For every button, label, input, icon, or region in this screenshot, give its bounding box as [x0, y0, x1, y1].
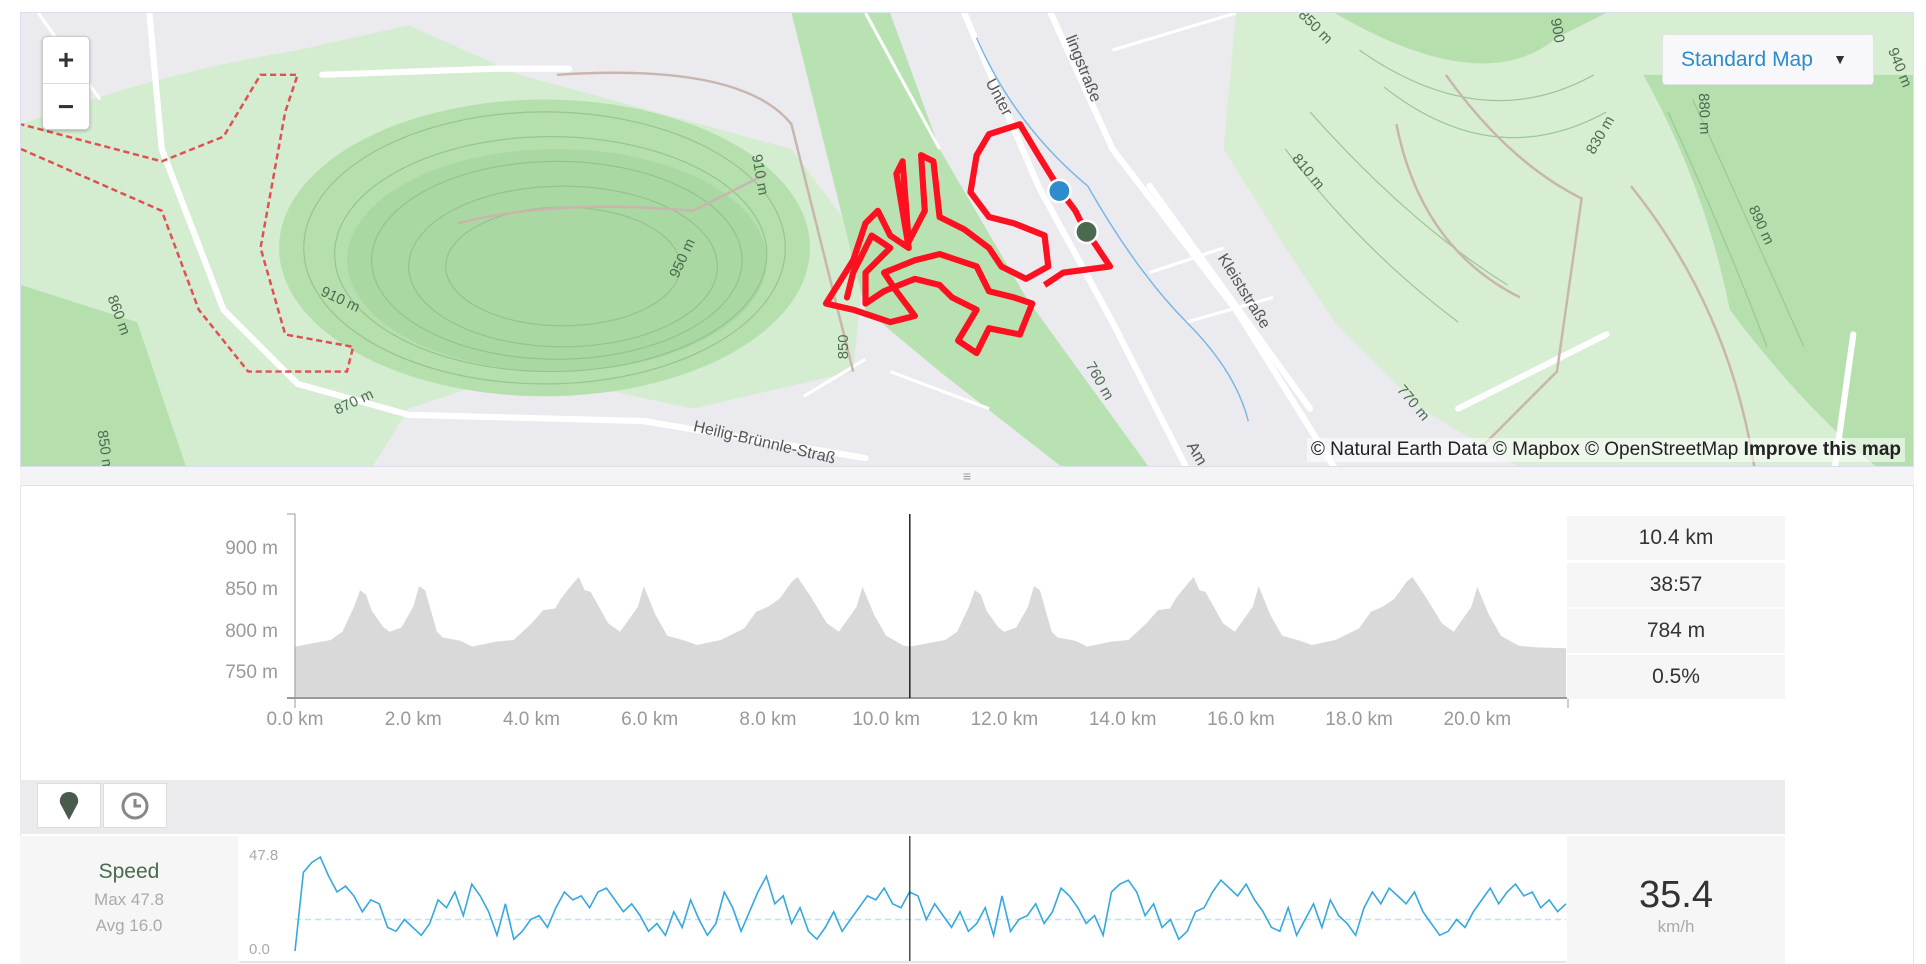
axis-band [20, 780, 1785, 834]
current-speed-unit: km/h [1657, 917, 1695, 936]
route-line [1042, 231, 1114, 288]
map[interactable]: Unter lingstraße Kleiststraße Heilig-Brü… [20, 12, 1914, 467]
map-attribution: © Natural Earth Data © Mapbox © OpenStre… [1306, 438, 1905, 462]
stat-time: 38:57 [1567, 563, 1785, 607]
start-marker[interactable] [1047, 178, 1072, 204]
speed-avg: Avg 16.0 [95, 916, 163, 935]
y-tick-label: 900 m [225, 537, 278, 559]
x-tick-label: 2.0 km [384, 709, 442, 730]
y-tick-label: 0.0 [249, 941, 270, 958]
x-tick-label: 4.0 km [502, 709, 560, 730]
speed-summary[interactable]: Speed Max 47.8 Avg 16.0 [20, 836, 238, 964]
contour-label: 900 [1547, 17, 1567, 44]
current-speed: 35.4 km/h [1567, 836, 1785, 964]
divider [20, 485, 21, 964]
contour-label: 910 m [748, 153, 771, 196]
contour-label: 850 m [94, 429, 116, 467]
speed-plot-area [239, 836, 1568, 963]
y-tick-label: 850 m [225, 579, 278, 601]
map-pin-icon [59, 791, 79, 820]
resize-handle[interactable]: ≡ [20, 467, 1914, 486]
zoom-out-button[interactable]: − [43, 83, 89, 130]
y-tick-label: 750 m [225, 662, 278, 684]
improve-map-link[interactable]: Improve this map [1743, 439, 1901, 460]
stat-distance: 10.4 km [1567, 516, 1785, 560]
clock-icon [121, 792, 149, 819]
stat-grade: 0.5% [1567, 655, 1785, 699]
x-tick-label: 18.0 km [1325, 709, 1393, 730]
map-style-label: Standard Map [1681, 48, 1813, 71]
x-tick-label: 20.0 km [1443, 709, 1512, 730]
time-mode-button[interactable] [103, 783, 167, 828]
y-tick-label: 47.8 [249, 847, 279, 864]
zoom-control: + − [42, 36, 90, 130]
x-tick-label: 0.0 km [266, 709, 324, 730]
end-marker[interactable] [1074, 219, 1099, 245]
contour-label: 880 m [1695, 93, 1712, 135]
attribution-text: © Natural Earth Data © Mapbox © OpenStre… [1310, 439, 1739, 460]
speed-title: Speed [98, 860, 160, 883]
divider [1913, 485, 1914, 964]
drag-handle-icon: ≡ [962, 468, 972, 484]
x-tick-label: 12.0 km [970, 709, 1039, 730]
x-tick-label: 6.0 km [621, 709, 679, 730]
distance-mode-button[interactable] [37, 783, 101, 828]
x-tick-label: 14.0 km [1088, 709, 1157, 730]
x-tick-label: 16.0 km [1207, 709, 1275, 730]
stat-elevation: 784 m [1567, 609, 1785, 653]
x-tick-label: 10.0 km [852, 709, 920, 730]
map-style-dropdown[interactable]: Standard Map ▼ [1662, 34, 1874, 85]
route-line [822, 121, 1089, 357]
speed-line [294, 855, 1567, 952]
current-speed-value: 35.4 [1639, 874, 1713, 916]
elevation-area [295, 577, 1566, 698]
zoom-in-button[interactable]: + [57, 44, 75, 75]
caret-down-icon: ▼ [1833, 51, 1847, 67]
contour-label: 850 [836, 334, 852, 359]
map-canvas[interactable]: Unter lingstraße Kleiststraße Heilig-Brü… [21, 13, 1914, 467]
x-tick-label: 8.0 km [739, 709, 797, 730]
speed-max: Max 47.8 [94, 890, 164, 909]
y-tick-label: 800 m [225, 620, 278, 642]
